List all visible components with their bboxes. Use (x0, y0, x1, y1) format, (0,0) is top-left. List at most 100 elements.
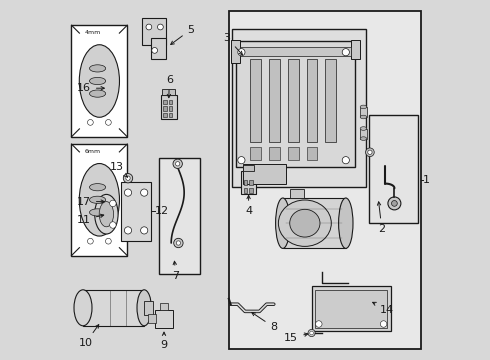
Circle shape (173, 159, 182, 168)
Bar (360, 129, 367, 139)
Text: 10: 10 (79, 325, 99, 348)
Ellipse shape (79, 45, 120, 117)
Bar (283, 198, 346, 248)
Circle shape (152, 48, 157, 53)
Ellipse shape (90, 90, 106, 97)
Bar (243, 164, 286, 184)
Text: 6mm: 6mm (85, 149, 101, 154)
Bar (155, 310, 173, 328)
Bar (325, 59, 336, 142)
Text: 17: 17 (77, 197, 104, 207)
Bar (160, 303, 168, 310)
Circle shape (310, 331, 314, 335)
Circle shape (238, 157, 245, 164)
Circle shape (124, 189, 132, 196)
Circle shape (123, 174, 133, 183)
Circle shape (388, 197, 401, 210)
Bar (315, 290, 387, 328)
Bar (159, 158, 200, 274)
Text: 4: 4 (245, 195, 252, 216)
Ellipse shape (360, 105, 367, 109)
Text: 15: 15 (284, 333, 308, 343)
Text: 2: 2 (377, 202, 385, 234)
Bar (312, 286, 391, 331)
Ellipse shape (360, 115, 367, 119)
Bar (151, 38, 166, 59)
Circle shape (105, 238, 111, 244)
Circle shape (175, 162, 180, 166)
Text: 14: 14 (373, 302, 394, 315)
Ellipse shape (90, 209, 106, 216)
Bar (169, 100, 172, 104)
Ellipse shape (90, 184, 106, 191)
Text: 9: 9 (160, 332, 168, 350)
Bar (169, 113, 172, 117)
Bar (307, 147, 318, 160)
Bar (229, 11, 421, 349)
Circle shape (157, 24, 163, 30)
Circle shape (342, 49, 349, 56)
Bar (360, 107, 367, 117)
Circle shape (146, 24, 152, 30)
Bar (243, 165, 254, 171)
Bar (249, 180, 253, 185)
Circle shape (366, 148, 374, 157)
Bar (244, 180, 247, 185)
Ellipse shape (290, 209, 320, 237)
Bar (307, 59, 318, 142)
Circle shape (105, 120, 111, 125)
Circle shape (141, 227, 148, 234)
Text: 8: 8 (252, 312, 277, 332)
Bar (269, 59, 280, 142)
Circle shape (110, 200, 116, 207)
Circle shape (176, 241, 180, 245)
Ellipse shape (74, 290, 92, 326)
Bar (249, 188, 253, 193)
Text: 16: 16 (77, 83, 104, 93)
Bar (72, 25, 127, 137)
Bar (269, 147, 280, 160)
Circle shape (368, 150, 372, 154)
Circle shape (316, 321, 322, 327)
Bar (162, 89, 175, 95)
Ellipse shape (339, 198, 353, 248)
Bar (369, 115, 418, 223)
Circle shape (342, 157, 349, 164)
Bar (163, 100, 167, 104)
Text: 4mm: 4mm (85, 30, 101, 35)
Ellipse shape (95, 194, 118, 234)
Text: 6: 6 (166, 75, 173, 98)
Bar (244, 188, 247, 193)
Circle shape (88, 120, 93, 125)
Bar (163, 113, 167, 117)
Text: 12: 12 (155, 206, 169, 216)
Bar (242, 171, 256, 194)
Circle shape (380, 321, 387, 327)
Ellipse shape (90, 77, 106, 85)
Circle shape (88, 238, 93, 244)
Circle shape (110, 222, 116, 228)
Text: 3: 3 (223, 33, 243, 55)
Text: 7: 7 (172, 261, 179, 281)
Text: 1: 1 (423, 175, 430, 185)
Bar (232, 29, 366, 187)
Bar (83, 290, 144, 326)
Bar (290, 189, 304, 198)
Circle shape (238, 49, 245, 56)
Bar (148, 314, 156, 323)
Bar (143, 18, 166, 45)
Bar (250, 59, 261, 142)
Text: 11: 11 (77, 214, 104, 225)
Ellipse shape (99, 202, 114, 227)
Bar (144, 301, 153, 315)
Circle shape (392, 201, 397, 206)
Ellipse shape (79, 163, 120, 236)
Ellipse shape (360, 137, 367, 140)
Bar (161, 95, 176, 119)
Circle shape (124, 227, 132, 234)
Bar (250, 147, 261, 160)
Circle shape (308, 329, 315, 337)
Bar (169, 106, 172, 111)
Bar (72, 144, 127, 256)
Ellipse shape (278, 200, 331, 246)
